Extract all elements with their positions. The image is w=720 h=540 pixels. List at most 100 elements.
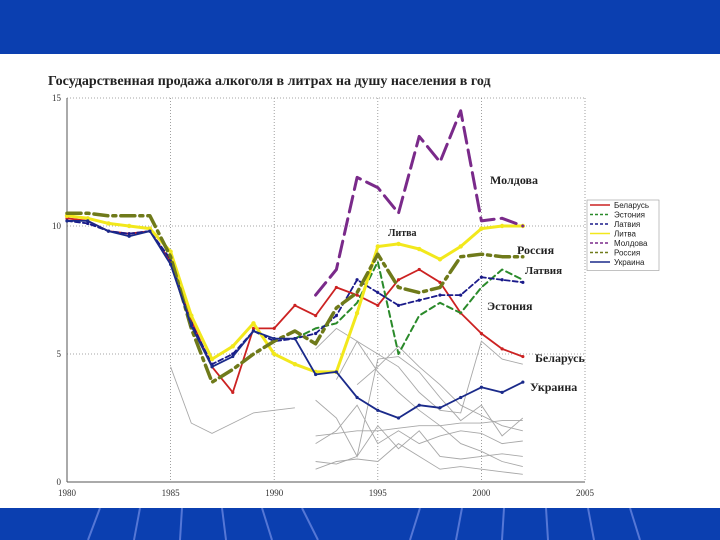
bottom-banner <box>0 508 720 540</box>
data-point <box>334 314 338 318</box>
x-tick-label: 1995 <box>369 488 388 498</box>
data-point <box>479 331 483 336</box>
data-point <box>499 223 505 229</box>
data-point <box>334 370 338 374</box>
series-line <box>314 109 525 297</box>
data-point <box>479 226 484 231</box>
data-point <box>355 293 359 297</box>
data-point <box>396 303 401 307</box>
data-point <box>272 326 276 330</box>
data-point <box>230 344 235 349</box>
series-line <box>65 211 525 384</box>
legend-entry: Латвия <box>614 220 640 229</box>
data-point <box>500 390 504 394</box>
series-label: Латвия <box>525 265 562 277</box>
bottom-banner-stripes <box>87 508 641 540</box>
background-line <box>315 420 523 437</box>
data-point <box>272 351 277 357</box>
legend: БеларусьЭстонияЛатвияЛитваМолдоваРоссияУ… <box>586 199 660 271</box>
background-line <box>356 345 523 432</box>
series-annotations: Беларусь Эстония Латвия Литва Молдова Россия У… <box>388 173 585 394</box>
data-point <box>272 337 276 341</box>
data-point <box>168 249 173 254</box>
x-tick-label: 1985 <box>162 488 181 498</box>
data-point <box>106 229 111 233</box>
data-point <box>479 275 483 279</box>
data-point <box>251 326 256 330</box>
data-point <box>376 408 380 412</box>
legend-entry: Эстония <box>614 211 645 220</box>
legend-entry: Литва <box>614 230 637 239</box>
data-point <box>521 280 525 284</box>
data-point <box>438 280 442 284</box>
legend-box <box>586 199 660 271</box>
data-point <box>375 244 380 249</box>
x-tick-label: 2000 <box>472 488 491 498</box>
data-point <box>231 354 235 359</box>
data-point <box>126 223 132 229</box>
data-point <box>396 241 401 247</box>
data-point <box>438 406 442 410</box>
data-point <box>376 303 380 307</box>
y-tick-label: 0 <box>57 477 62 487</box>
background-line <box>315 356 524 458</box>
chart-grid <box>67 97 586 482</box>
series-label: Украина <box>530 380 577 394</box>
y-tick-label: 15 <box>52 93 62 103</box>
data-point <box>417 267 421 272</box>
data-point <box>251 321 256 326</box>
chart-title: Государственная продажа алкоголя в литра… <box>48 74 491 89</box>
data-point <box>127 234 131 238</box>
data-point <box>355 395 359 400</box>
data-point <box>376 290 380 295</box>
background-series <box>170 327 524 475</box>
data-point <box>292 362 298 367</box>
data-point <box>459 395 463 400</box>
y-tick-label: 10 <box>52 221 62 231</box>
legend-entry: Украина <box>614 258 645 267</box>
data-point <box>417 403 421 407</box>
background-line <box>315 404 523 445</box>
chart-axes <box>66 98 585 483</box>
data-point <box>86 219 90 223</box>
data-point <box>209 356 215 362</box>
data-point <box>458 244 463 249</box>
data-point <box>127 232 131 236</box>
data-point <box>189 324 193 328</box>
data-point <box>65 219 69 223</box>
data-point <box>500 278 504 282</box>
data-point <box>86 221 90 226</box>
series-label: Россия <box>517 243 555 257</box>
data-point <box>459 293 463 297</box>
data-point <box>438 293 442 297</box>
top-banner <box>0 0 720 54</box>
data-point <box>293 337 297 341</box>
data-point <box>293 303 297 307</box>
data-point <box>334 285 338 290</box>
data-point <box>251 329 256 333</box>
series-label: Эстония <box>487 299 533 313</box>
data-point <box>417 298 421 302</box>
data-point <box>417 246 422 252</box>
series-lines <box>64 109 526 420</box>
data-point <box>85 216 90 221</box>
data-point <box>189 313 194 318</box>
x-tick-label: 1990 <box>265 488 284 498</box>
data-point <box>147 226 153 231</box>
legend-entry: Беларусь <box>614 201 649 210</box>
legend-entry: Россия <box>614 249 640 258</box>
background-line <box>336 340 523 468</box>
data-point <box>148 229 152 233</box>
data-point <box>396 416 401 420</box>
series-label: Молдова <box>490 173 538 187</box>
data-point <box>521 380 525 384</box>
series-line <box>66 219 524 366</box>
background-line <box>315 443 523 475</box>
x-tick-label: 1980 <box>58 488 77 498</box>
data-point <box>231 390 235 394</box>
data-point <box>396 278 401 282</box>
series-line <box>293 260 524 355</box>
data-point <box>314 314 318 318</box>
data-point <box>500 347 504 351</box>
